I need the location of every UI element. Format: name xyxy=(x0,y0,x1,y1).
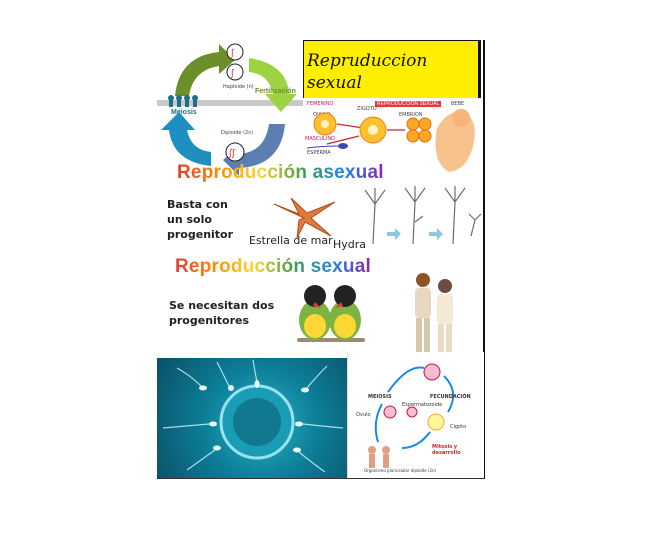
starfish-illustration xyxy=(273,198,336,239)
asexual-text: Basta con un solo progenitor xyxy=(167,197,233,242)
mitosis-label: Mitosis y desarrollo xyxy=(432,444,461,456)
baby-label: BEBE xyxy=(451,101,465,107)
collage: ʃ ʃ ʃʃ Haploide (n) Fertilización Meiosi… xyxy=(157,40,485,479)
embryo-cells xyxy=(406,117,432,143)
sexual-text: Se necesitan dos progenitores xyxy=(169,298,274,328)
sperm-egg-graphic xyxy=(162,359,344,473)
asexual-text-line3: progenitor xyxy=(167,228,234,241)
hydra-label: Hydra xyxy=(333,238,367,251)
arrow xyxy=(336,123,364,129)
meiosis-cycle-label: MEIOSIS xyxy=(368,394,392,400)
title-box: Repruduccion sexual xyxy=(303,40,481,100)
life-cycle-diagram: ʃ ʃ ʃʃ Haploide (n) Fertilización Meiosi… xyxy=(157,40,303,176)
sperm-head xyxy=(338,143,348,149)
asexual-text-line2: un solo xyxy=(167,213,212,226)
meiosis-label: Meiosis xyxy=(171,109,197,116)
svg-text:ʃ: ʃ xyxy=(230,69,235,79)
green-arrow-top xyxy=(175,44,235,96)
chromosome-cell-middle xyxy=(226,63,244,81)
haploid-label: Haploide (n) xyxy=(223,84,254,90)
divider-band xyxy=(157,100,303,106)
svg-text:ʃ: ʃ xyxy=(230,49,235,59)
zygote-cycle-label: Cigoto xyxy=(450,424,467,430)
lightgreen-arrow-right xyxy=(249,58,297,112)
couple-illustration xyxy=(415,273,453,354)
asexual-text-line1: Basta con xyxy=(167,198,228,211)
lovebirds-illustration xyxy=(297,285,365,342)
sperm-tail xyxy=(306,145,340,149)
sexual-text-line2: progenitores xyxy=(169,314,250,327)
sexual-text-line1: Se necesitan dos xyxy=(169,299,275,312)
embryo-label: EMBRION xyxy=(399,112,423,118)
teal-arrow-left xyxy=(161,112,211,166)
sperm-egg-image xyxy=(157,358,347,478)
embryo-development-panel: REPRODUCCION SEXUAL FEMENINO ZIGOTO EMBR… xyxy=(303,98,483,176)
sperm-label: ESPERMA xyxy=(307,150,331,156)
sexual-heading: Reproducción sexual xyxy=(175,256,371,277)
baby-figure xyxy=(435,111,475,172)
embryo-graphic xyxy=(306,109,475,172)
ovule-label: Óvulo xyxy=(356,412,371,418)
cycle-arrows-graphic: ʃ ʃ ʃʃ xyxy=(161,43,297,176)
embryo-heading: REPRODUCCION SEXUAL xyxy=(375,101,442,107)
sperm-cycle-label: Espermatozoide xyxy=(402,402,443,408)
fecundation-label: FECUNDACIÓN xyxy=(430,394,471,400)
male-label: MASCULINO xyxy=(305,136,335,142)
hydra-illustration xyxy=(364,186,481,245)
organism-label: Organismo pluricelular diploide (2n) xyxy=(364,468,437,473)
female-label: FEMENINO xyxy=(307,101,334,107)
chromosome-cell-top xyxy=(226,43,244,61)
page-title-line1: Repruduccion xyxy=(307,51,428,71)
zygote-label: ZIGOTO xyxy=(357,106,377,112)
fertilization-cycle-diagram: MEIOSIS FECUNDACIÓN Óvulo Espermatozoide… xyxy=(347,352,484,478)
page-title-line2: sexual xyxy=(307,73,362,93)
fertilization-label: Fertilización xyxy=(255,88,296,95)
meiosis-figures xyxy=(168,95,198,107)
diploid-label: Diploide (2n) xyxy=(221,130,254,136)
blue-arrow-bottom xyxy=(223,124,285,176)
fertilization-cycle-graphic xyxy=(368,363,455,468)
asexual-heading: Reproducción asexual xyxy=(177,162,384,183)
chromosome-cell-bottom xyxy=(225,142,245,162)
starfish-label: Estrella de mar xyxy=(249,234,333,247)
svg-text:ʃʃ: ʃʃ xyxy=(228,149,236,159)
